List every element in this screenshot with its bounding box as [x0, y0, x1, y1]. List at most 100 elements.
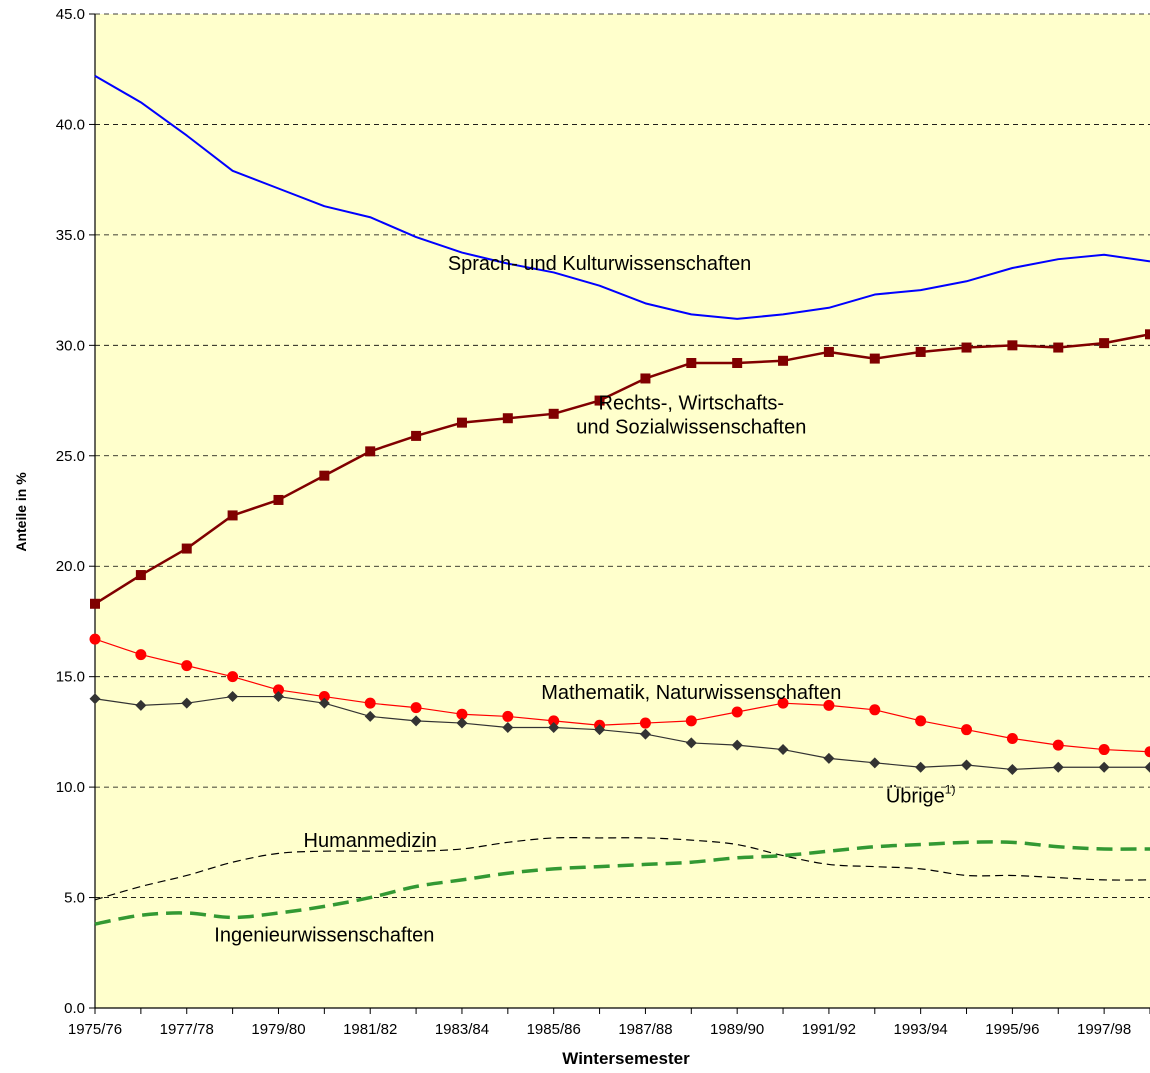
series-3 — [89, 633, 1150, 758]
data-point-diamond — [227, 691, 239, 703]
y-axis-title: Anteile in % — [13, 472, 29, 552]
data-point-circle — [181, 660, 193, 672]
data-point-circle — [502, 710, 514, 722]
data-point-diamond — [502, 721, 514, 733]
data-point-square — [227, 510, 238, 521]
data-point-square — [778, 355, 789, 366]
data-point-square — [1145, 329, 1150, 340]
data-point-diamond — [1006, 763, 1018, 775]
data-point-square — [915, 346, 926, 357]
x-tick-label: 1993/94 — [894, 1021, 948, 1038]
annotations: Sprach- und Kulturwissenschaften Rechts-,… — [214, 253, 955, 947]
data-point-diamond — [318, 697, 330, 709]
data-point-circle — [685, 715, 697, 727]
data-point-circle — [1052, 739, 1064, 751]
x-tick-label: 1975/76 — [68, 1021, 122, 1038]
y-tick-label: 15.0 — [56, 669, 85, 686]
y-tick-label: 35.0 — [56, 227, 85, 244]
data-point-square — [456, 417, 467, 428]
data-point-circle — [639, 717, 651, 729]
x-tick-label: 1985/86 — [527, 1021, 581, 1038]
x-tick-label: 1977/78 — [160, 1021, 214, 1038]
data-point-square — [1099, 338, 1110, 349]
data-point-circle — [272, 684, 284, 696]
data-point-diamond — [685, 737, 697, 749]
x-tick-label: 1981/82 — [343, 1021, 397, 1038]
x-tick-label: 1989/90 — [710, 1021, 764, 1038]
axes — [94, 14, 1150, 1014]
data-point-circle — [1006, 733, 1018, 745]
y-tick-label: 45.0 — [56, 6, 85, 23]
series-annotation: Sprach- und Kulturwissenschaften — [448, 253, 752, 275]
data-point-circle — [1098, 744, 1110, 756]
series-annotation: Rechts-, Wirtschafts-und Sozialwissensch… — [576, 392, 806, 438]
x-axis-title: Wintersemester — [562, 1049, 690, 1068]
data-point-diamond — [272, 691, 284, 703]
data-point-square — [640, 373, 651, 384]
x-tick-label: 1979/80 — [251, 1021, 305, 1038]
series-line — [94, 840, 1150, 926]
data-point-circle — [410, 702, 422, 714]
data-point-square — [823, 346, 834, 357]
x-tick-label: 1983/84 — [435, 1021, 489, 1038]
x-axis-tick-labels: 1975/76 1977/78 1979/80 1981/82 1983/84 1985/… — [68, 1021, 1131, 1038]
series-2 — [90, 329, 1150, 609]
series-annotation: Humanmedizin — [304, 830, 437, 852]
series-line — [94, 74, 1150, 320]
data-point-square — [502, 413, 513, 424]
data-point-diamond — [639, 728, 651, 740]
data-point-diamond — [548, 721, 560, 733]
data-point-square — [135, 570, 146, 581]
data-point-diamond — [869, 757, 881, 769]
data-point-diamond — [823, 752, 835, 764]
data-point-square — [1053, 342, 1064, 353]
data-point-diamond — [1098, 761, 1110, 773]
data-point-square — [365, 446, 376, 457]
y-tick-label: 25.0 — [56, 448, 85, 465]
data-point-circle — [869, 704, 881, 716]
data-point-square — [548, 408, 559, 419]
data-point-diamond — [456, 717, 468, 729]
data-point-square — [273, 494, 284, 505]
data-point-circle — [1144, 746, 1150, 758]
series-line — [94, 638, 1150, 753]
data-point-circle — [915, 715, 927, 727]
y-tick-label: 20.0 — [56, 558, 85, 575]
data-point-circle — [823, 699, 835, 711]
data-point-square — [181, 543, 192, 554]
data-point-square — [961, 342, 972, 353]
series-6 — [94, 840, 1150, 926]
series-5 — [94, 836, 1150, 901]
data-point-square — [686, 358, 697, 369]
y-tick-label: 5.0 — [64, 890, 85, 907]
data-point-diamond — [89, 693, 101, 705]
series-line — [94, 333, 1150, 605]
series-annotation: Ingenieurwissenschaften — [214, 925, 434, 947]
x-tick-label: 1995/96 — [985, 1021, 1039, 1038]
series-line — [94, 836, 1150, 901]
data-point-circle — [318, 691, 330, 703]
data-point-circle — [548, 715, 560, 727]
series-annotation: Mathematik, Naturwissenschaften — [541, 682, 841, 704]
y-tick-label: 0.0 — [64, 1000, 85, 1017]
data-point-circle — [777, 697, 789, 709]
data-point-square — [869, 353, 880, 364]
data-point-square — [90, 598, 100, 609]
y-tick-label: 10.0 — [56, 779, 85, 796]
data-point-square — [732, 358, 743, 369]
x-tick-label: 1987/88 — [618, 1021, 672, 1038]
plot-background — [95, 14, 1150, 1008]
y-tick-label: 40.0 — [56, 116, 85, 133]
data-point-circle — [227, 671, 239, 683]
data-point-circle — [135, 649, 147, 661]
data-point-diamond — [1144, 761, 1150, 773]
data-point-square — [411, 430, 422, 441]
series-annotation: Übrige1) — [886, 783, 956, 808]
data-point-diamond — [1052, 761, 1064, 773]
data-point-diamond — [181, 697, 193, 709]
data-point-square — [319, 470, 330, 481]
data-point-diamond — [777, 744, 789, 756]
series-line — [94, 695, 1150, 771]
x-tick-label: 1997/98 — [1077, 1021, 1131, 1038]
